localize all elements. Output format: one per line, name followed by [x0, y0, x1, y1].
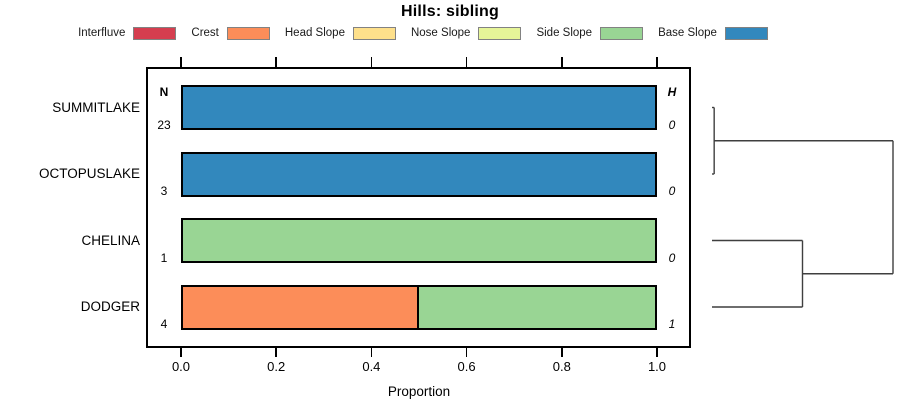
legend-item-label: Crest	[191, 27, 219, 39]
legend-color-swatch	[133, 26, 177, 40]
n-value: 23	[157, 117, 171, 132]
x-tick-label: 1.0	[647, 359, 667, 374]
legend-item: Side Slope	[536, 26, 644, 40]
axis-tick-top	[180, 57, 182, 67]
axis-tick-bottom	[561, 347, 563, 357]
chart-title: Hills: sibling	[401, 3, 499, 20]
legend-item-label: Side Slope	[536, 27, 593, 39]
legend-color-swatch	[600, 26, 644, 40]
n-value: 3	[160, 184, 168, 198]
x-tick-label: 0.2	[267, 359, 286, 374]
h-value: 0	[668, 184, 676, 198]
legend-item: Interfluve	[78, 26, 177, 40]
legend-item: Head Slope	[284, 26, 396, 40]
legend-color-swatch	[478, 26, 522, 40]
x-tick-label: 0.0	[171, 359, 191, 374]
n-value: 4	[160, 317, 168, 331]
axis-tick-bottom	[275, 347, 277, 357]
axis-tick-bottom	[370, 347, 373, 357]
x-axis-title: Proportion	[387, 384, 451, 399]
axis-tick-top	[561, 57, 563, 67]
legend: Interfluve Crest Head Slope Nose Slope Side …	[0, 25, 846, 41]
row-label: SUMMITLAKE	[52, 99, 140, 115]
legend-item: Nose Slope	[410, 26, 522, 40]
legend-item: Base Slope	[658, 26, 768, 40]
n-value: 1	[160, 250, 168, 265]
bar-segment	[181, 284, 419, 330]
legend-item: Crest	[191, 26, 270, 40]
x-tick-label: 0.6	[457, 359, 476, 374]
axis-tick-top	[465, 57, 468, 67]
axis-tick-bottom	[656, 347, 658, 357]
legend-color-swatch	[724, 26, 768, 40]
legend-item-label: Base Slope	[658, 27, 717, 39]
axis-tick-top	[656, 57, 658, 67]
x-tick-label: 0.4	[362, 359, 381, 374]
h-value: 1	[668, 317, 676, 331]
bar-segment	[181, 85, 657, 130]
h-value: 0	[668, 117, 676, 132]
h-value: 0	[668, 250, 676, 265]
n-column-header: N	[159, 85, 169, 99]
h-column-header: H	[667, 85, 677, 99]
legend-item-label: Head Slope	[284, 27, 345, 39]
legend-color-swatch	[226, 26, 270, 40]
legend-item-label: Interfluve	[78, 27, 126, 39]
axis-tick-bottom	[180, 347, 182, 357]
row-label: OCTOPUSLAKE	[38, 166, 140, 181]
axis-tick-top	[370, 57, 373, 67]
legend-color-swatch	[352, 26, 396, 40]
bar-segment	[417, 284, 657, 330]
bar-segment	[181, 151, 657, 197]
axis-tick-bottom	[465, 347, 468, 357]
row-label: DODGER	[80, 299, 140, 314]
axis-tick-top	[275, 57, 277, 67]
bar-segment	[181, 218, 657, 263]
x-tick-label: 0.8	[552, 359, 571, 374]
row-label: CHELINA	[81, 232, 140, 248]
legend-item-label: Nose Slope	[410, 27, 471, 39]
